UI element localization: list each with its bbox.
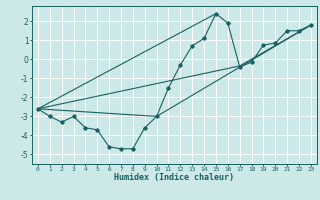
- X-axis label: Humidex (Indice chaleur): Humidex (Indice chaleur): [115, 173, 234, 182]
